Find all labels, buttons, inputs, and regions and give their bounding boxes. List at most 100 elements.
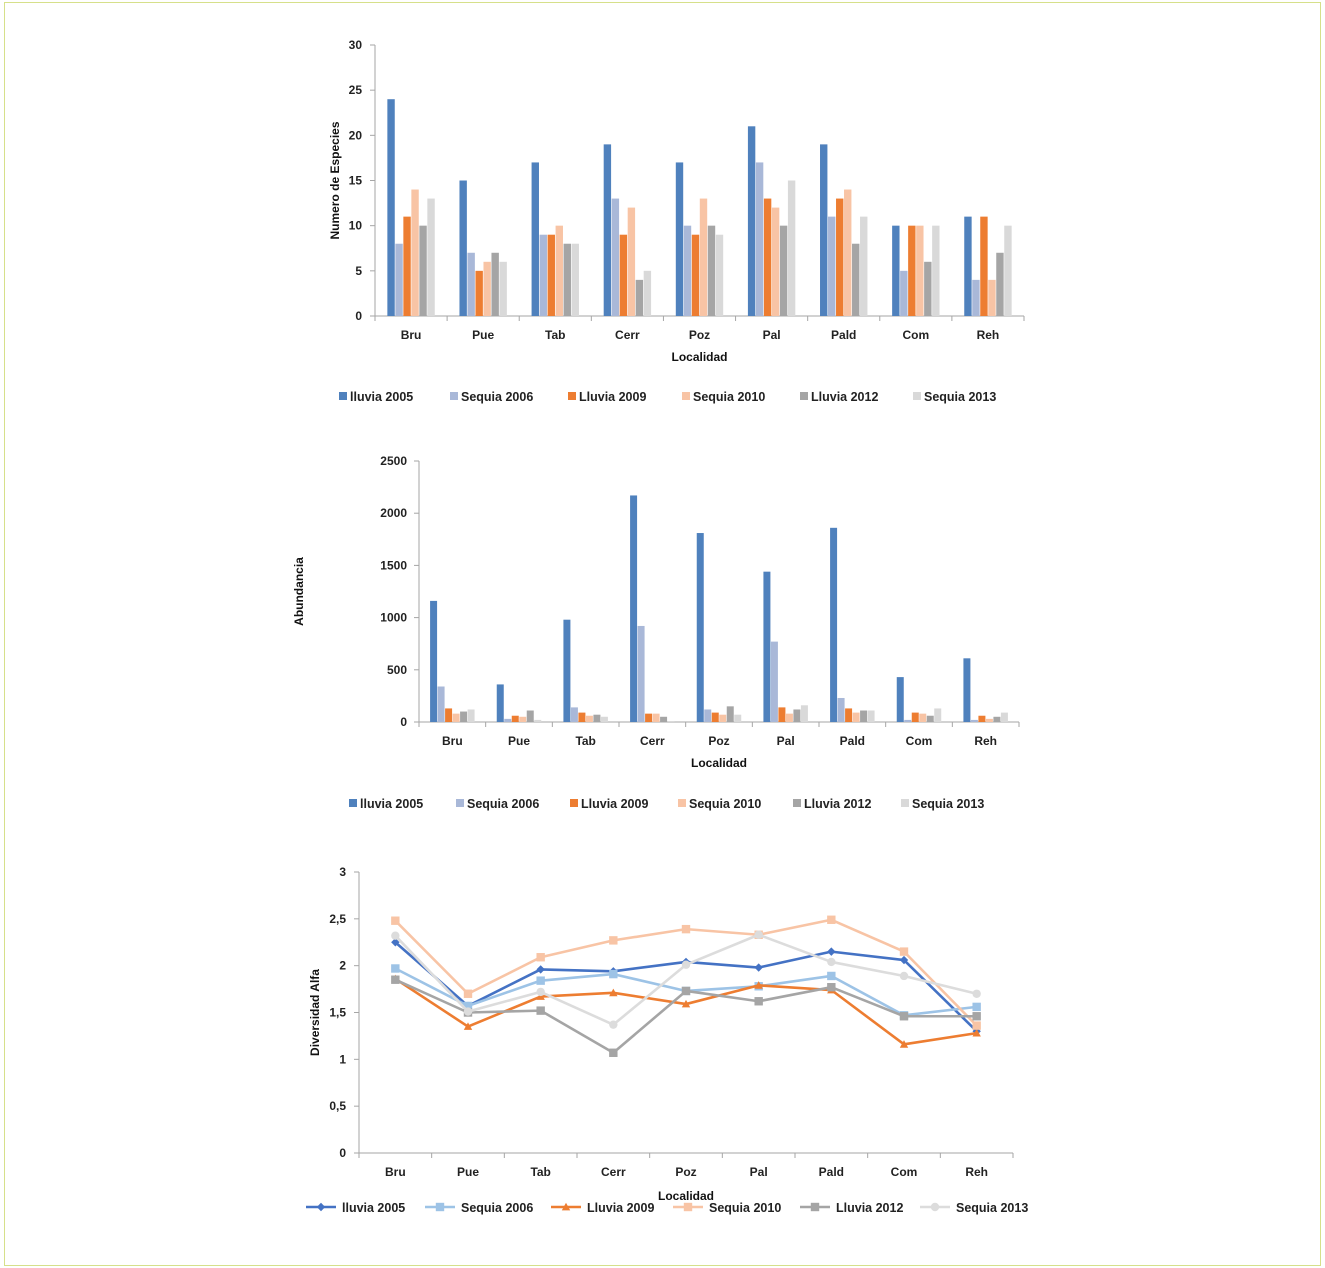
bar [427, 198, 435, 316]
data-point [463, 1001, 473, 1011]
legend-label: Sequia 2013 [956, 1201, 1028, 1215]
data-point [536, 953, 545, 962]
bar [593, 714, 601, 722]
data-point [899, 955, 909, 965]
x-tick-label: Cerr [640, 734, 665, 748]
y-tick-label: 0 [339, 1146, 346, 1160]
legend-item: Sequia 2010 [673, 1201, 781, 1215]
bar [845, 708, 853, 722]
bar [504, 718, 512, 722]
y-tick-label: 0 [355, 309, 362, 323]
y-tick-label: 0 [400, 715, 407, 729]
bar [585, 715, 593, 722]
bar [635, 279, 644, 316]
bar [547, 234, 555, 316]
bar [570, 707, 578, 722]
x-tick-label: Com [902, 328, 929, 342]
legend-item: Lluvia 2012 [800, 1201, 903, 1215]
bar [926, 715, 934, 722]
bar [892, 225, 900, 316]
legend-marker [561, 1202, 571, 1211]
data-point [972, 1002, 981, 1012]
bar-series-6 [427, 180, 1012, 316]
bar [996, 252, 1004, 316]
legend-swatch [901, 799, 909, 807]
y-tick-label: 1 [339, 1052, 346, 1066]
x-tick-label: Reh [974, 734, 997, 748]
legend-item: Lluvia 2009 [570, 797, 648, 811]
legend-item: lluvia 2005 [349, 797, 423, 811]
bar-series-1 [387, 99, 972, 316]
bar [699, 198, 708, 316]
legend-swatch [800, 392, 808, 400]
data-point [754, 930, 763, 939]
figure-frame [4, 2, 1321, 1266]
bar [539, 234, 547, 316]
data-point [609, 936, 618, 945]
bar [755, 162, 764, 316]
bar-series-3 [403, 198, 988, 316]
data-point [681, 924, 691, 934]
bar [555, 225, 563, 316]
legend-swatch [339, 392, 347, 400]
legend: lluvia 2005 Sequia 2006 Lluvia 2009 Sequia … [339, 390, 996, 404]
y-tick-label: 5 [355, 264, 362, 278]
legend-marker [683, 1202, 693, 1212]
bar-series-3 [445, 707, 986, 722]
legend-swatch [570, 799, 578, 807]
data-point [463, 1022, 473, 1030]
bar [619, 234, 628, 316]
x-tick-label: Bru [401, 328, 422, 342]
bar [904, 719, 912, 722]
data-point [609, 969, 618, 979]
bar [571, 243, 579, 316]
data-point [536, 987, 545, 997]
data-point [754, 981, 763, 989]
x-tick-label: Tab [575, 734, 595, 748]
bar-series-4 [452, 712, 993, 722]
data-point [536, 965, 545, 974]
legend-item: Sequia 2006 [456, 797, 539, 811]
bar [763, 571, 771, 722]
bar [683, 225, 692, 316]
x-tick-label: Cerr [601, 1165, 626, 1179]
bar [836, 198, 844, 316]
data-point [609, 1048, 618, 1057]
bar [860, 710, 868, 722]
legend-swatch [456, 799, 464, 807]
bar [988, 279, 996, 316]
bar [747, 126, 756, 316]
bar [696, 533, 704, 722]
bar [978, 715, 986, 722]
legend-marker [930, 1202, 940, 1212]
legend-label: Sequia 2010 [689, 797, 761, 811]
legend-item: Sequia 2006 [425, 1201, 533, 1215]
bar [779, 225, 788, 316]
bar [707, 225, 716, 316]
bar [964, 216, 972, 316]
y-tick-label: 15 [349, 174, 363, 188]
bar [704, 709, 712, 722]
bar [867, 710, 875, 722]
chart-3: 0 0,5 1 1,5 2 2,5 3 Bru Pue Tab Cerr Poz Pal Pald Com R… [306, 865, 1028, 1215]
legend-label: Sequia 2010 [693, 390, 765, 404]
data-point [536, 976, 545, 985]
bar [934, 708, 942, 722]
legend-swatch [682, 392, 690, 400]
x-tick-label: Pue [508, 734, 530, 748]
data-point [681, 986, 691, 996]
y-axis-title: Diversidad Alfa [308, 969, 322, 1056]
bar [445, 708, 453, 722]
x-tick-label: Pal [750, 1165, 768, 1179]
bar [691, 234, 700, 316]
x-tick-label: Reh [977, 328, 1000, 342]
bar [430, 600, 438, 722]
x-tick-label: Tab [545, 328, 565, 342]
data-point [391, 964, 400, 973]
bar [645, 713, 653, 722]
bar [972, 279, 980, 316]
legend-label: Sequia 2006 [461, 1201, 533, 1215]
y-axis-title: Numero de Especies [328, 121, 342, 239]
data-point [391, 931, 400, 940]
chart-1: 0 5 10 15 20 25 30 Bru Pue Tab Cerr Poz Pal Pald Com Re… [328, 38, 1025, 404]
